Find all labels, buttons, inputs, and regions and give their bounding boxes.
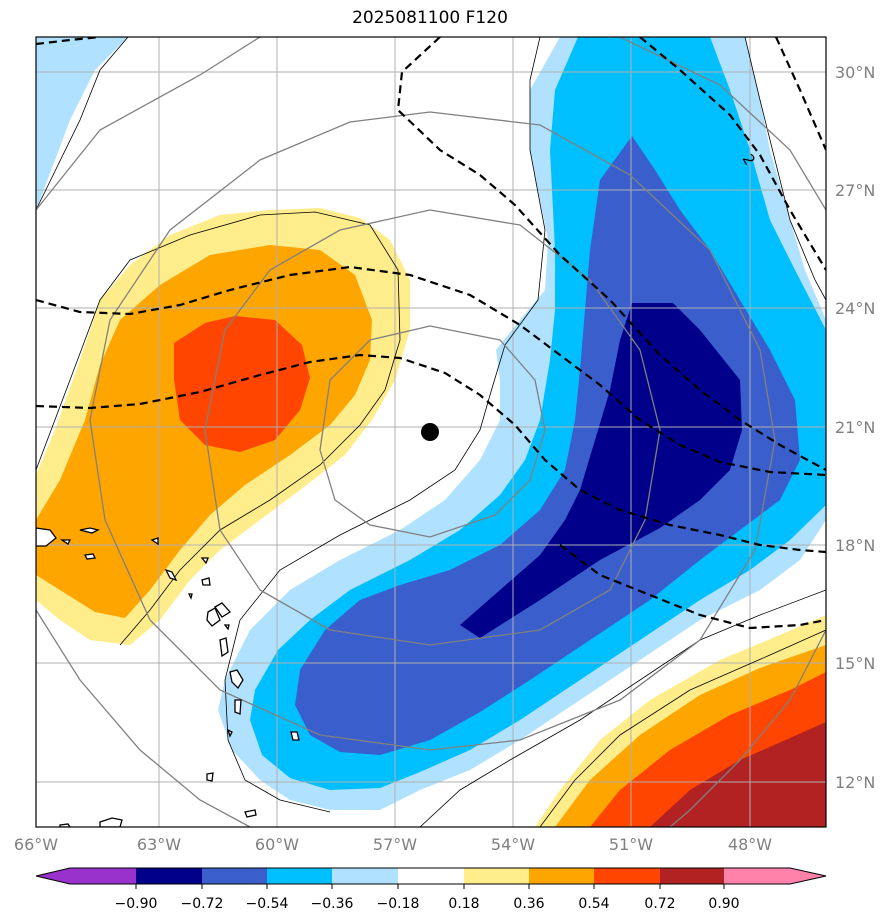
lat-tick-label: 12°N (835, 773, 875, 792)
lat-tick-label: 18°N (835, 536, 875, 555)
lon-tick-labels: 66°W 63°W 60°W 57°W 54°W 51°W 48°W (14, 835, 772, 854)
lon-tick-label: 57°W (373, 835, 417, 854)
colorbar-outline (35, 867, 827, 885)
lat-tick-label: 15°N (835, 654, 875, 673)
lon-tick-label: 60°W (255, 835, 299, 854)
lon-tick-label: 63°W (137, 835, 181, 854)
lon-tick-label: 54°W (491, 835, 535, 854)
colorbar-bin (464, 868, 529, 884)
gridlines (36, 37, 826, 827)
lat-tick-labels: 30°N 27°N 24°N 21°N 18°N 15°N 12°N (835, 63, 875, 792)
shading-pos-072-southeast (650, 722, 826, 827)
colorbar-tick-label: 0.36 (513, 896, 544, 912)
colorbar-tick-label: 0.18 (448, 896, 479, 912)
colorbar-tick-label: −0.36 (311, 896, 354, 912)
storm-center-marker (421, 423, 439, 441)
colorbar-tick-label: −0.72 (181, 896, 224, 912)
colorbar-tick-label: 0.90 (708, 896, 739, 912)
lat-tick-label: 24°N (835, 299, 875, 318)
lon-tick-label: 66°W (14, 835, 58, 854)
colorbar-bin (660, 868, 724, 884)
colorbar-bin (724, 868, 790, 884)
shading-neg-072 (460, 303, 742, 638)
colorbar-bin (594, 868, 660, 884)
colorbar-bin (332, 868, 398, 884)
lon-tick-label: 51°W (609, 835, 653, 854)
colorbar-extend-low (36, 868, 70, 884)
colorbar-bin (529, 868, 594, 884)
zero-contours (36, 37, 826, 827)
dashed-contours (36, 37, 826, 630)
colorbar-bin (398, 868, 464, 884)
shading-neg-054 (295, 136, 800, 755)
chart-title: 2025081100 F120 (352, 8, 508, 28)
map-plot-area: 2 (36, 37, 826, 827)
colorbar-tick-label: −0.18 (377, 896, 420, 912)
colorbar-tick-label: −0.90 (115, 896, 158, 912)
colorbar-bin (136, 868, 202, 884)
colorbar-tick-label: 0.54 (578, 896, 609, 912)
colorbar-tick-label: 0.72 (644, 896, 675, 912)
lat-tick-label: 30°N (835, 63, 875, 82)
colorbar-bin (202, 868, 267, 884)
island-coastlines (36, 527, 300, 827)
colorbar-extend-high (790, 868, 826, 884)
colorbar-tick-label: −0.54 (246, 896, 289, 912)
range-rings (36, 37, 826, 827)
lat-tick-label: 21°N (835, 418, 875, 437)
shading-neg-018-northwest (36, 37, 128, 210)
colorbar-bin (267, 868, 332, 884)
lon-tick-label: 48°W (728, 835, 772, 854)
colorbar-bin (70, 868, 136, 884)
lat-tick-label: 27°N (835, 181, 875, 200)
colorbar: −0.90 −0.72 −0.54 −0.36 −0.18 0.18 0.36 … (35, 867, 827, 912)
map-frame (35, 36, 827, 828)
